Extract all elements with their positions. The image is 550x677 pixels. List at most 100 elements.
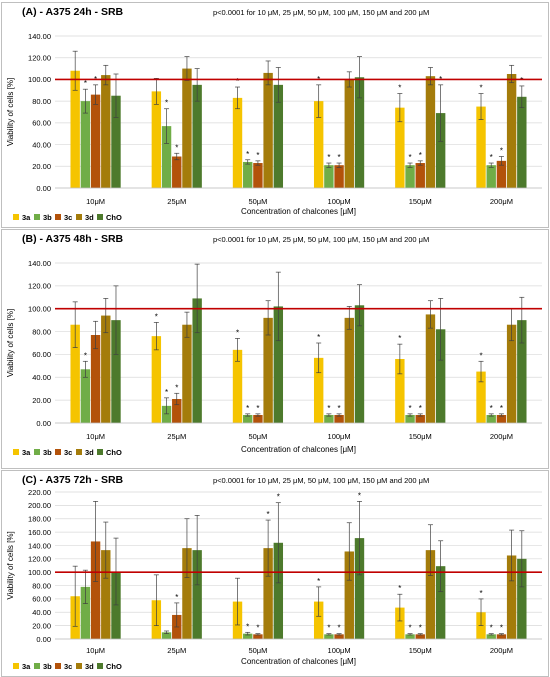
y-tick-label: 140.00	[28, 259, 51, 268]
bar	[192, 84, 202, 188]
bar	[101, 75, 111, 188]
chart-subtitle: p<0.0001 for 10 μM, 25 μM, 50 μM, 100 μM…	[213, 8, 429, 17]
bar	[435, 566, 446, 639]
y-tick-label: 100.00	[28, 305, 51, 314]
legend-swatch	[76, 663, 82, 669]
significance-marker: *	[246, 150, 249, 159]
y-axis-label: Viability of cells [%]	[6, 78, 15, 146]
bar	[395, 107, 405, 188]
significance-marker: *	[175, 143, 178, 152]
bar	[354, 538, 365, 639]
bar	[253, 634, 263, 639]
panel-border	[1, 229, 549, 469]
legend-swatch	[97, 214, 103, 220]
bar	[496, 634, 507, 639]
bar	[90, 335, 101, 423]
x-tick-label: 100μM	[328, 432, 351, 441]
bar	[405, 415, 415, 423]
y-tick-label: 120.00	[28, 54, 51, 63]
x-axis-label: Concentration of chalcones [μM]	[241, 657, 356, 666]
y-tick-label: 20.00	[32, 396, 51, 405]
y-tick-label: 40.00	[32, 373, 51, 382]
bar	[506, 555, 517, 639]
bar	[151, 336, 162, 423]
bar	[334, 165, 344, 188]
bar	[435, 113, 446, 188]
significance-marker: *	[327, 404, 330, 413]
y-tick-label: 60.00	[32, 595, 51, 604]
significance-marker: *	[338, 404, 341, 413]
significance-marker: *	[408, 624, 411, 633]
x-tick-label: 25μM	[167, 646, 186, 655]
bar	[435, 329, 446, 423]
bar	[324, 634, 334, 639]
significance-marker: *	[419, 151, 422, 160]
y-tick-label: 0.00	[36, 184, 51, 193]
x-tick-label: 50μM	[248, 646, 267, 655]
bar	[476, 106, 486, 188]
bar	[425, 76, 436, 188]
bar	[506, 324, 517, 423]
bar	[80, 369, 91, 423]
significance-marker: *	[155, 312, 158, 321]
y-tick-label: 80.00	[32, 97, 51, 106]
legend-label: 3c	[64, 448, 72, 457]
legend-swatch	[55, 214, 61, 220]
bar	[111, 95, 121, 188]
x-tick-label: 150μM	[409, 646, 432, 655]
significance-marker: *	[398, 334, 401, 343]
bar	[182, 68, 192, 188]
bar	[192, 298, 202, 423]
significance-marker: *	[419, 404, 422, 413]
significance-marker: *	[165, 99, 168, 108]
bar	[415, 163, 425, 188]
bar	[425, 550, 436, 639]
bar	[182, 548, 192, 639]
legend-label: 3b	[43, 213, 52, 222]
y-tick-label: 180.00	[28, 515, 51, 524]
x-tick-label: 150μM	[409, 197, 432, 206]
significance-marker: *	[256, 404, 259, 413]
legend-swatch	[97, 449, 103, 455]
significance-marker: *	[408, 153, 411, 162]
legend-label: 3d	[85, 662, 94, 671]
bar	[517, 320, 527, 423]
x-tick-label: 200μM	[490, 646, 513, 655]
bar	[496, 160, 507, 188]
y-tick-label: 140.00	[28, 32, 51, 41]
y-tick-label: 120.00	[28, 282, 51, 291]
significance-marker: *	[317, 333, 320, 342]
bar	[90, 94, 101, 188]
bar	[232, 349, 243, 423]
x-tick-label: 50μM	[248, 197, 267, 206]
legend-label: 3d	[85, 448, 94, 457]
bar	[172, 156, 182, 188]
legend-swatch	[97, 663, 103, 669]
legend-label: ChO	[106, 213, 122, 222]
bar	[313, 601, 324, 639]
significance-marker: *	[236, 328, 239, 337]
bar	[101, 550, 111, 639]
significance-marker: *	[175, 593, 178, 602]
x-tick-label: 100μM	[328, 197, 351, 206]
significance-marker: *	[479, 589, 482, 598]
bar	[80, 101, 91, 188]
bar	[486, 415, 496, 423]
y-tick-label: 80.00	[32, 581, 51, 590]
bar	[273, 306, 284, 423]
significance-marker: *	[317, 577, 320, 586]
legend-swatch	[13, 663, 19, 669]
chart-subtitle: p<0.0001 for 10 μM, 25 μM, 50 μM, 100 μM…	[213, 235, 429, 244]
bar	[425, 314, 436, 423]
significance-marker: *	[84, 79, 87, 88]
y-tick-label: 160.00	[28, 528, 51, 537]
legend-label: 3a	[22, 448, 31, 457]
bar	[253, 163, 263, 188]
chart-title: (C) - A375 72h - SRB	[22, 474, 124, 486]
bar	[344, 79, 354, 188]
bar	[70, 70, 80, 188]
bar	[405, 165, 415, 188]
bar	[344, 317, 354, 423]
y-tick-label: 0.00	[36, 635, 51, 644]
significance-marker: *	[338, 153, 341, 162]
